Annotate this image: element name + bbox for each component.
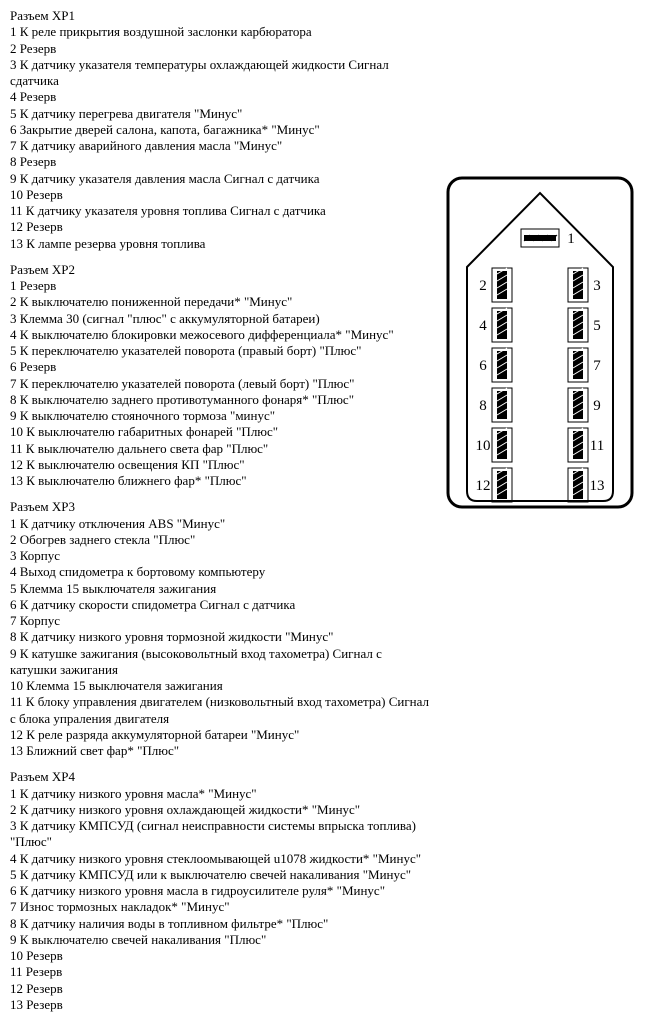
pin-description: 7 К датчику аварийного давления масла "М… <box>10 138 430 154</box>
pin-label: 12 <box>476 478 491 494</box>
page: Разъем ХР11 К реле прикрытия воздушной з… <box>0 0 645 908</box>
pin-description: 13 Ближний свет фар* "Плюс" <box>10 743 430 759</box>
pin-description: 9 К датчику указателя давления масла Сиг… <box>10 171 430 187</box>
pin-description: 2 Резерв <box>10 41 430 57</box>
pin-description: 2 К датчику низкого уровня охлаждающей ж… <box>10 802 430 818</box>
pin-description: 13 К выключателю ближнего фар* "Плюс" <box>10 473 430 489</box>
pin-description: 11 К датчику указателя уровня топлива Си… <box>10 203 430 219</box>
pin-description: 7 Износ тормозных накладок* "Минус" <box>10 899 430 915</box>
pin-description: 8 К датчику наличия воды в топливном фил… <box>10 916 430 932</box>
pin-description: 5 К переключателю указателей поворота (п… <box>10 343 430 359</box>
pin-description: 12 К выключателю освещения КП "Плюс" <box>10 457 430 473</box>
pin-description: 5 Клемма 15 выключателя зажигания <box>10 581 430 597</box>
pin-label: 9 <box>593 398 601 414</box>
connector-diagram: 12345678910111213 <box>445 175 635 500</box>
pin-label: 3 <box>593 278 601 294</box>
pin-description: 3 К датчику КМПСУД (сигнал неисправности… <box>10 818 430 851</box>
pin-description: 12 К реле разряда аккумуляторной батареи… <box>10 727 430 743</box>
pin-description: 10 Клемма 15 выключателя зажигания <box>10 678 430 694</box>
pin-description: 10 К выключателю габаритных фонарей "Плю… <box>10 424 430 440</box>
pin-description: 12 Резерв <box>10 219 430 235</box>
pin-description: 8 К выключателю заднего противотуманного… <box>10 392 430 408</box>
pin-label: 5 <box>593 318 601 334</box>
pin-description: 1 К датчику отключения ABS "Минус" <box>10 516 430 532</box>
pin-description: 5 К датчику КМПСУД или к выключателю све… <box>10 867 430 883</box>
pin-description: 4 К выключателю блокировки межосевого ди… <box>10 327 430 343</box>
pin-label: 1 <box>567 231 575 247</box>
pin-description: 9 К выключателю свечей накаливания "Плюс… <box>10 932 430 948</box>
pin-description: 3 Клемма 30 (сигнал "плюс" с аккумулятор… <box>10 311 430 327</box>
pin-description: 1 К реле прикрытия воздушной заслонки ка… <box>10 24 430 40</box>
pin-description: 10 Резерв <box>10 948 430 964</box>
pin-label: 2 <box>479 278 487 294</box>
pin-description: 5 К датчику перегрева двигателя "Минус" <box>10 106 430 122</box>
pin-description: 8 Резерв <box>10 154 430 170</box>
pin-label: 7 <box>593 358 601 374</box>
pin-label: 11 <box>590 438 604 454</box>
pin-label: 4 <box>479 318 487 334</box>
pin-description: 6 К датчику скорости спидометра Сигнал с… <box>10 597 430 613</box>
pin-description: 7 Корпус <box>10 613 430 629</box>
pin-description: 2 К выключателю пониженной передачи* "Ми… <box>10 294 430 310</box>
pin-label: 8 <box>479 398 487 414</box>
section-title: Разъем ХР4 <box>10 769 430 785</box>
pin-description: 11 К выключателю дальнего света фар "Плю… <box>10 441 430 457</box>
pin-description: 9 К выключателю стояночного тормоза "мин… <box>10 408 430 424</box>
pin-description: 6 К датчику низкого уровня масла в гидро… <box>10 883 430 899</box>
pin-description: 6 Резерв <box>10 359 430 375</box>
pin-description: 8 К датчику низкого уровня тормозной жид… <box>10 629 430 645</box>
pin-description: 12 Резерв <box>10 981 430 997</box>
pin-description: 3 К датчику указателя температуры охлажд… <box>10 57 430 90</box>
pin-description: 6 Закрытие дверей салона, капота, багажн… <box>10 122 430 138</box>
pin-description: 11 Резерв <box>10 964 430 980</box>
section-title: Разъем ХР2 <box>10 262 430 278</box>
pin-label: 13 <box>590 478 605 494</box>
pin-description: 4 Резерв <box>10 89 430 105</box>
pin-description: 1 Резерв <box>10 278 430 294</box>
pin-description: 13 К лампе резерва уровня топлива <box>10 236 430 252</box>
pin-description: 2 Обогрев заднего стекла "Плюс" <box>10 532 430 548</box>
pin-description: 4 Выход спидометра к бортовому компьютер… <box>10 564 430 580</box>
pin-label: 6 <box>479 358 487 374</box>
pin-description: 9 К катушке зажигания (высоковольтный вх… <box>10 646 430 679</box>
pin-description: 3 Корпус <box>10 548 430 564</box>
text-column: Разъем ХР11 К реле прикрытия воздушной з… <box>10 8 430 1013</box>
pin-label: 10 <box>476 438 491 454</box>
pin-description: 7 К переключателю указателей поворота (л… <box>10 376 430 392</box>
pin-description: 11 К блоку управления двигателем (низков… <box>10 694 430 727</box>
pin-description: 4 К датчику низкого уровня стеклоомывающ… <box>10 851 430 867</box>
section-title: Разъем ХР3 <box>10 499 430 515</box>
pin-description: 1 К датчику низкого уровня масла* "Минус… <box>10 786 430 802</box>
section-title: Разъем ХР1 <box>10 8 430 24</box>
pin-description: 13 Резерв <box>10 997 430 1013</box>
pin-description: 10 Резерв <box>10 187 430 203</box>
